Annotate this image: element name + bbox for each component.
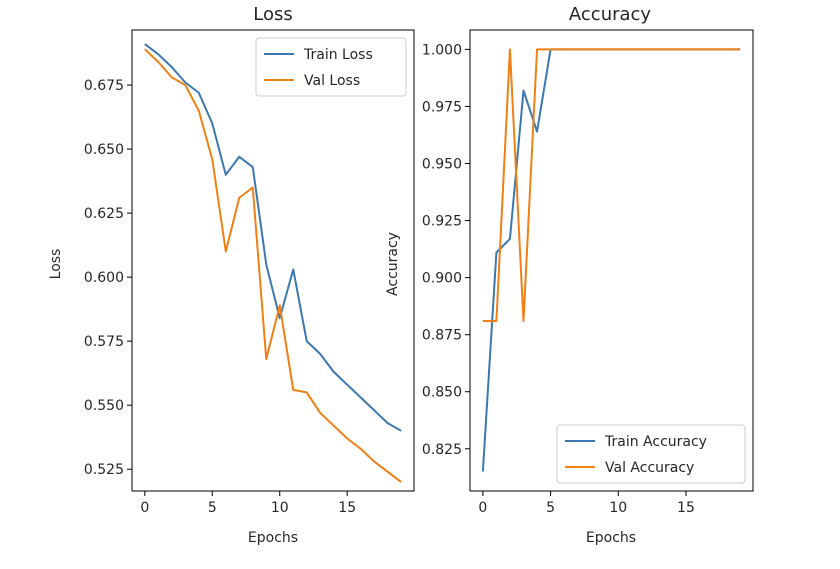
accuracy-ylabel: Accuracy xyxy=(385,232,401,296)
accuracy-xlabel: Epochs xyxy=(586,530,636,546)
accuracy-legend-label: Train Accuracy xyxy=(604,434,707,450)
accuracy-legend-label: Val Accuracy xyxy=(605,460,694,476)
loss-xtick-label: 10 xyxy=(271,500,289,516)
accuracy-legend-box xyxy=(556,424,746,484)
accuracy-panel: Accuracy 0 5 10 15 0.825 0.850 0.875 0.900 0.925… xyxy=(385,4,754,546)
loss-series-train-line xyxy=(144,43,402,432)
loss-xtick-label: 15 xyxy=(338,500,356,516)
loss-legend-box xyxy=(255,37,407,97)
loss-xtick-label: 0 xyxy=(140,500,149,516)
loss-xtick-label: 5 xyxy=(208,500,217,516)
accuracy-xtick-label: 15 xyxy=(677,500,695,516)
accuracy-ytick-label: 0.850 xyxy=(422,385,462,401)
loss-ytick-label: 0.525 xyxy=(84,462,124,478)
loss-xlabel: Epochs xyxy=(248,530,298,546)
accuracy-title: Accuracy xyxy=(569,4,652,25)
accuracy-ytick-label: 0.950 xyxy=(422,157,462,173)
loss-plot-area: 0 5 10 15 0.525 0.550 0.575 0.600 0.625 0.650 0.67… xyxy=(84,29,415,516)
accuracy-series-val-line xyxy=(482,48,741,322)
loss-axes-frame xyxy=(131,29,415,492)
loss-ylabel: Loss xyxy=(48,249,64,280)
accuracy-legend: Train Accuracy Val Accuracy xyxy=(556,424,746,484)
loss-legend: Train Loss Val Loss xyxy=(255,37,407,97)
loss-title: Loss xyxy=(253,4,292,25)
loss-ytick-label: 0.625 xyxy=(84,206,124,222)
accuracy-ytick-label: 0.825 xyxy=(422,442,462,458)
accuracy-xtick-label: 10 xyxy=(609,500,627,516)
loss-ytick-label: 0.550 xyxy=(84,398,124,414)
accuracy-ytick-label: 0.875 xyxy=(422,328,462,344)
accuracy-xtick-label: 5 xyxy=(546,500,555,516)
loss-legend-label: Val Loss xyxy=(304,73,360,89)
accuracy-plot-area: 0 5 10 15 0.825 0.850 0.875 0.900 0.925 0.950 0.97… xyxy=(422,29,754,516)
loss-legend-label: Train Loss xyxy=(303,47,373,63)
loss-ytick-label: 0.675 xyxy=(84,78,124,94)
accuracy-ytick-label: 0.900 xyxy=(422,271,462,287)
loss-ytick-label: 0.600 xyxy=(84,270,124,286)
accuracy-xtick-label: 0 xyxy=(478,500,487,516)
accuracy-ytick-label: 0.975 xyxy=(422,99,462,115)
loss-series-val-line xyxy=(144,48,402,483)
accuracy-ytick-label: 0.925 xyxy=(422,214,462,230)
loss-ytick-label: 0.575 xyxy=(84,334,124,350)
accuracy-axes-frame xyxy=(469,29,754,492)
loss-ytick-label: 0.650 xyxy=(84,142,124,158)
accuracy-ytick-label: 1.000 xyxy=(422,42,462,58)
loss-panel: Loss 0 5 10 15 0.525 0.550 0.575 0.600 0.625 0.65… xyxy=(48,4,415,546)
